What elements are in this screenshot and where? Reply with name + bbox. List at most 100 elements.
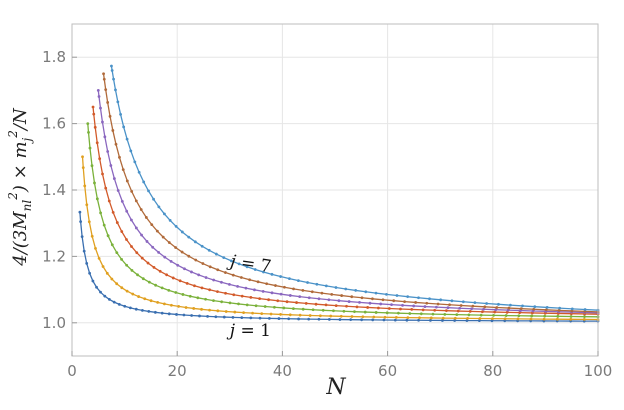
point-j7-32 [288,277,291,281]
point-j3-58 [569,315,573,318]
point-j6-39 [350,295,354,299]
point-j4-22 [193,284,196,288]
point-j4-27 [232,293,236,297]
point-j2-32 [269,312,273,316]
series-j5 [96,89,600,315]
point-j6-1 [102,77,106,81]
point-j4-23 [200,286,204,290]
point-j7-35 [315,282,319,286]
point-j5-39 [347,300,351,303]
point-j3-39 [342,309,346,313]
point-j7-56 [545,306,549,309]
point-j4-46 [421,308,425,312]
point-j7-6 [122,125,126,129]
point-j7-23 [214,252,218,256]
point-j3-41 [363,310,367,314]
point-j1-32 [267,316,271,320]
point-j7-50 [473,301,477,305]
point-j3-50 [467,313,471,317]
point-j2-14 [131,292,135,296]
point-j4-18 [165,273,169,277]
point-j5-6 [109,164,113,167]
axes-frame [71,23,599,357]
point-j5-13 [140,233,143,237]
point-j7-43 [395,294,399,297]
point-j6-6 [114,142,118,146]
point-j7-12 [147,189,150,193]
point-j4-5 [101,172,104,176]
point-j3-23 [196,296,200,300]
point-j4-41 [366,306,370,309]
point-j3-30 [254,304,258,308]
point-j7-19 [187,235,191,239]
point-j3-19 [167,288,171,292]
point-j2-41 [361,315,365,319]
point-j7-30 [270,272,274,276]
point-j2-30 [251,311,254,315]
point-j2-43 [383,315,387,319]
point-j2-26 [216,309,220,313]
point-j2-46 [418,316,421,320]
annotation-j7-eq: = 7 [234,252,272,277]
point-j7-51 [485,302,488,305]
point-j5-33 [288,294,292,297]
point-j1-27 [222,315,226,319]
point-j2-49 [453,316,457,320]
point-j3-40 [353,310,356,314]
point-j5-52 [494,308,498,312]
point-j5-8 [116,189,120,192]
point-j6-50 [471,304,475,308]
point-j1-19 [160,311,164,315]
series-j7 [110,64,600,312]
point-j2-2 [83,184,87,188]
point-j3-2 [88,146,92,150]
point-j7-27 [245,265,249,269]
point-j4-45 [410,308,414,311]
point-j2-35 [298,313,302,317]
point-j4-17 [158,269,162,273]
point-j4-33 [285,300,289,304]
point-j3-0 [86,122,90,125]
series-j4 [91,105,600,316]
point-j1-33 [277,317,281,320]
x-tick-label-3: 60 [378,362,397,380]
point-j7-40 [364,290,368,294]
point-j1-18 [153,310,157,314]
point-j4-10 [120,230,124,233]
point-j4-14 [140,256,144,260]
point-j5-31 [270,291,274,295]
point-j2-38 [329,314,333,318]
point-j2-50 [466,316,469,320]
point-j3-24 [204,297,207,301]
point-j2-1 [81,166,85,170]
point-j7-24 [222,256,226,259]
point-j7-37 [334,286,338,289]
point-j4-48 [444,309,448,313]
point-j3-4 [93,181,96,185]
point-j6-49 [459,304,463,307]
point-j1-30 [249,316,253,320]
point-j3-20 [174,291,178,294]
point-j6-57 [557,308,561,312]
point-j7-15 [163,212,166,216]
point-j2-5 [90,234,94,238]
point-j4-2 [93,125,97,129]
point-j3-57 [556,314,560,318]
point-j7-22 [207,248,211,252]
point-j1-22 [182,313,186,317]
annotation-j1: j = 1 [226,321,271,341]
point-j6-38 [340,294,344,297]
point-j6-53 [507,306,511,310]
point-j2-29 [242,311,245,315]
point-j1-8 [99,290,102,294]
point-j3-6 [99,211,102,215]
point-j1-13 [123,304,127,308]
point-j5-49 [458,306,462,310]
point-j1-5 [88,271,92,275]
point-j1-38 [327,318,331,321]
point-j3-12 [125,263,129,267]
point-j3-13 [130,268,134,272]
svg-text:j = 7: j = 7 [225,251,273,277]
point-j3-54 [517,314,521,318]
point-j3-56 [543,314,547,318]
